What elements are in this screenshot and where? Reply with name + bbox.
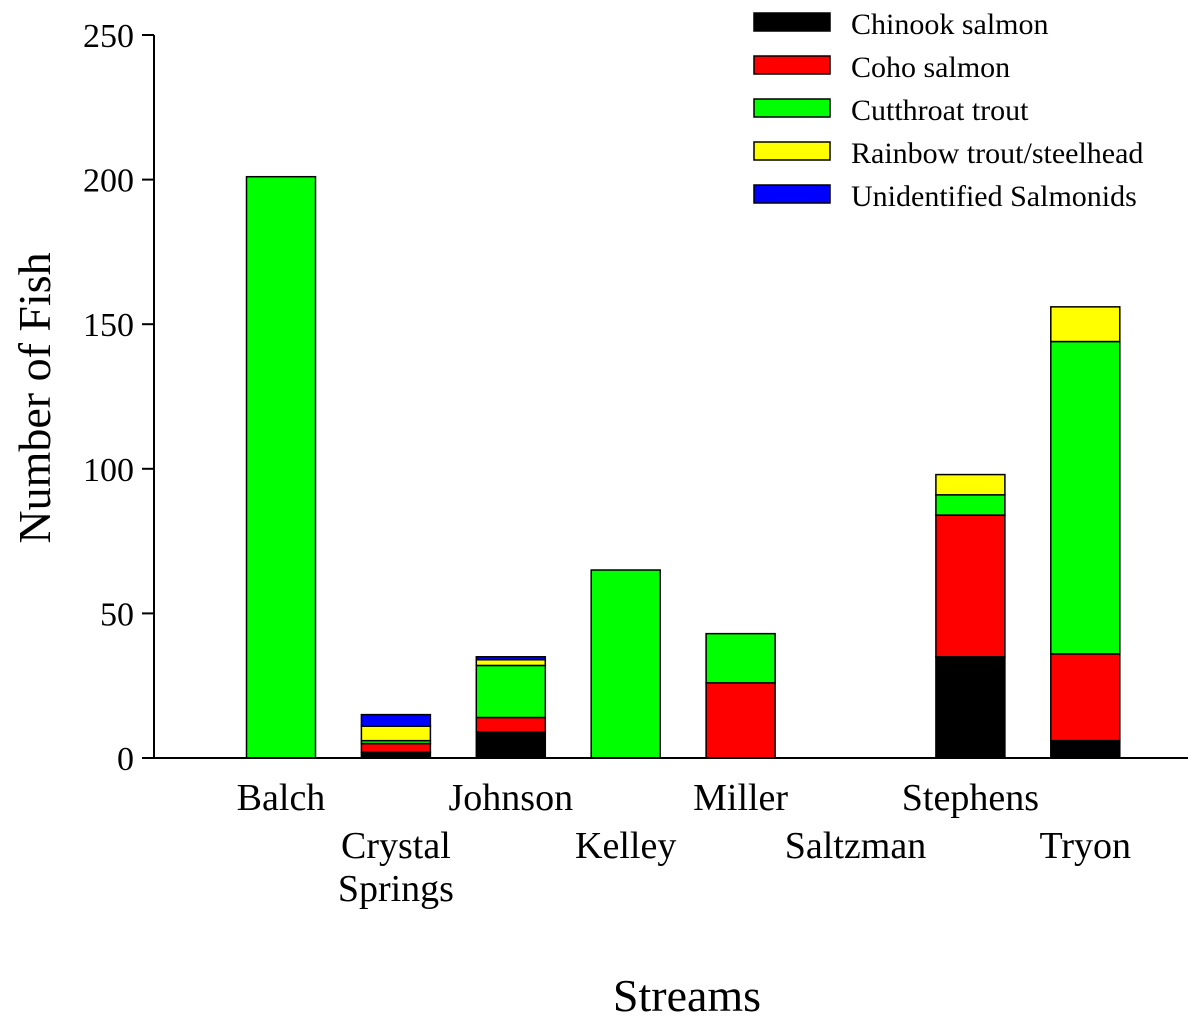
x-category-label: Balch bbox=[237, 777, 326, 819]
legend-swatch bbox=[753, 98, 831, 118]
y-ticks: 0 50 100 150 200 250 bbox=[83, 18, 154, 778]
bar-segment-3-2 bbox=[590, 569, 661, 759]
x-category-label: Kelley bbox=[575, 825, 676, 867]
x-axis-title: Streams bbox=[613, 970, 761, 1017]
y-tick-label: 50 bbox=[100, 596, 134, 633]
bar-segment-2-4 bbox=[475, 656, 547, 661]
bar-segment-7-3 bbox=[1050, 306, 1121, 343]
bar-segment-6-2 bbox=[935, 494, 1006, 516]
x-category-label: Saltzman bbox=[785, 825, 926, 867]
x-category-label: Crystal Springs bbox=[338, 825, 454, 910]
legend-label: Chinook salmon bbox=[851, 8, 1049, 41]
bar-segment-7-2 bbox=[1050, 340, 1121, 655]
bar-segment-6-3 bbox=[935, 473, 1006, 496]
legend-label: Unidentified Salmonids bbox=[851, 180, 1137, 213]
bar-segment-2-1 bbox=[475, 716, 547, 733]
bar-segment-0-2 bbox=[245, 175, 317, 759]
y-tick-label: 250 bbox=[83, 18, 134, 55]
bar-segment-6-1 bbox=[935, 514, 1006, 658]
bar-segment-7-1 bbox=[1050, 653, 1121, 742]
legend: Chinook salmon Coho salmon Cutthroat trout… bbox=[753, 8, 1143, 213]
bar-segment-1-1 bbox=[360, 742, 432, 753]
x-category-label: Johnson bbox=[449, 777, 574, 819]
bar-segment-2-2 bbox=[475, 664, 547, 719]
legend-swatch bbox=[753, 141, 831, 161]
y-tick-label: 100 bbox=[83, 452, 134, 489]
bar-segment-4-2 bbox=[705, 632, 776, 684]
y-axis-title: Number of Fish bbox=[9, 252, 60, 543]
bar-segment-2-0 bbox=[475, 731, 547, 759]
bars-layer bbox=[245, 175, 1121, 759]
y-tick-label: 200 bbox=[83, 163, 134, 200]
bar-segment-2-3 bbox=[475, 658, 547, 667]
x-category-label: Stephens bbox=[902, 777, 1039, 819]
legend-label: Rainbow trout/steelhead bbox=[851, 137, 1143, 170]
axes-layer bbox=[153, 35, 1188, 759]
y-tick-label: 150 bbox=[83, 307, 134, 344]
legend-swatch bbox=[753, 55, 831, 75]
x-category-label: Miller bbox=[693, 777, 788, 819]
bar-segment-1-3 bbox=[360, 725, 432, 742]
legend-swatch bbox=[753, 184, 831, 204]
bar-segment-4-1 bbox=[705, 682, 776, 759]
y-tick-label: 0 bbox=[117, 741, 134, 778]
bar-segment-7-0 bbox=[1050, 739, 1121, 759]
x-category-label: Tryon bbox=[1040, 825, 1132, 867]
bar-segment-1-4 bbox=[360, 713, 432, 727]
legend-swatch bbox=[753, 12, 831, 32]
legend-label: Coho salmon bbox=[851, 51, 1010, 84]
bar-segment-6-0 bbox=[935, 656, 1006, 759]
legend-label: Cutthroat trout bbox=[851, 94, 1029, 127]
